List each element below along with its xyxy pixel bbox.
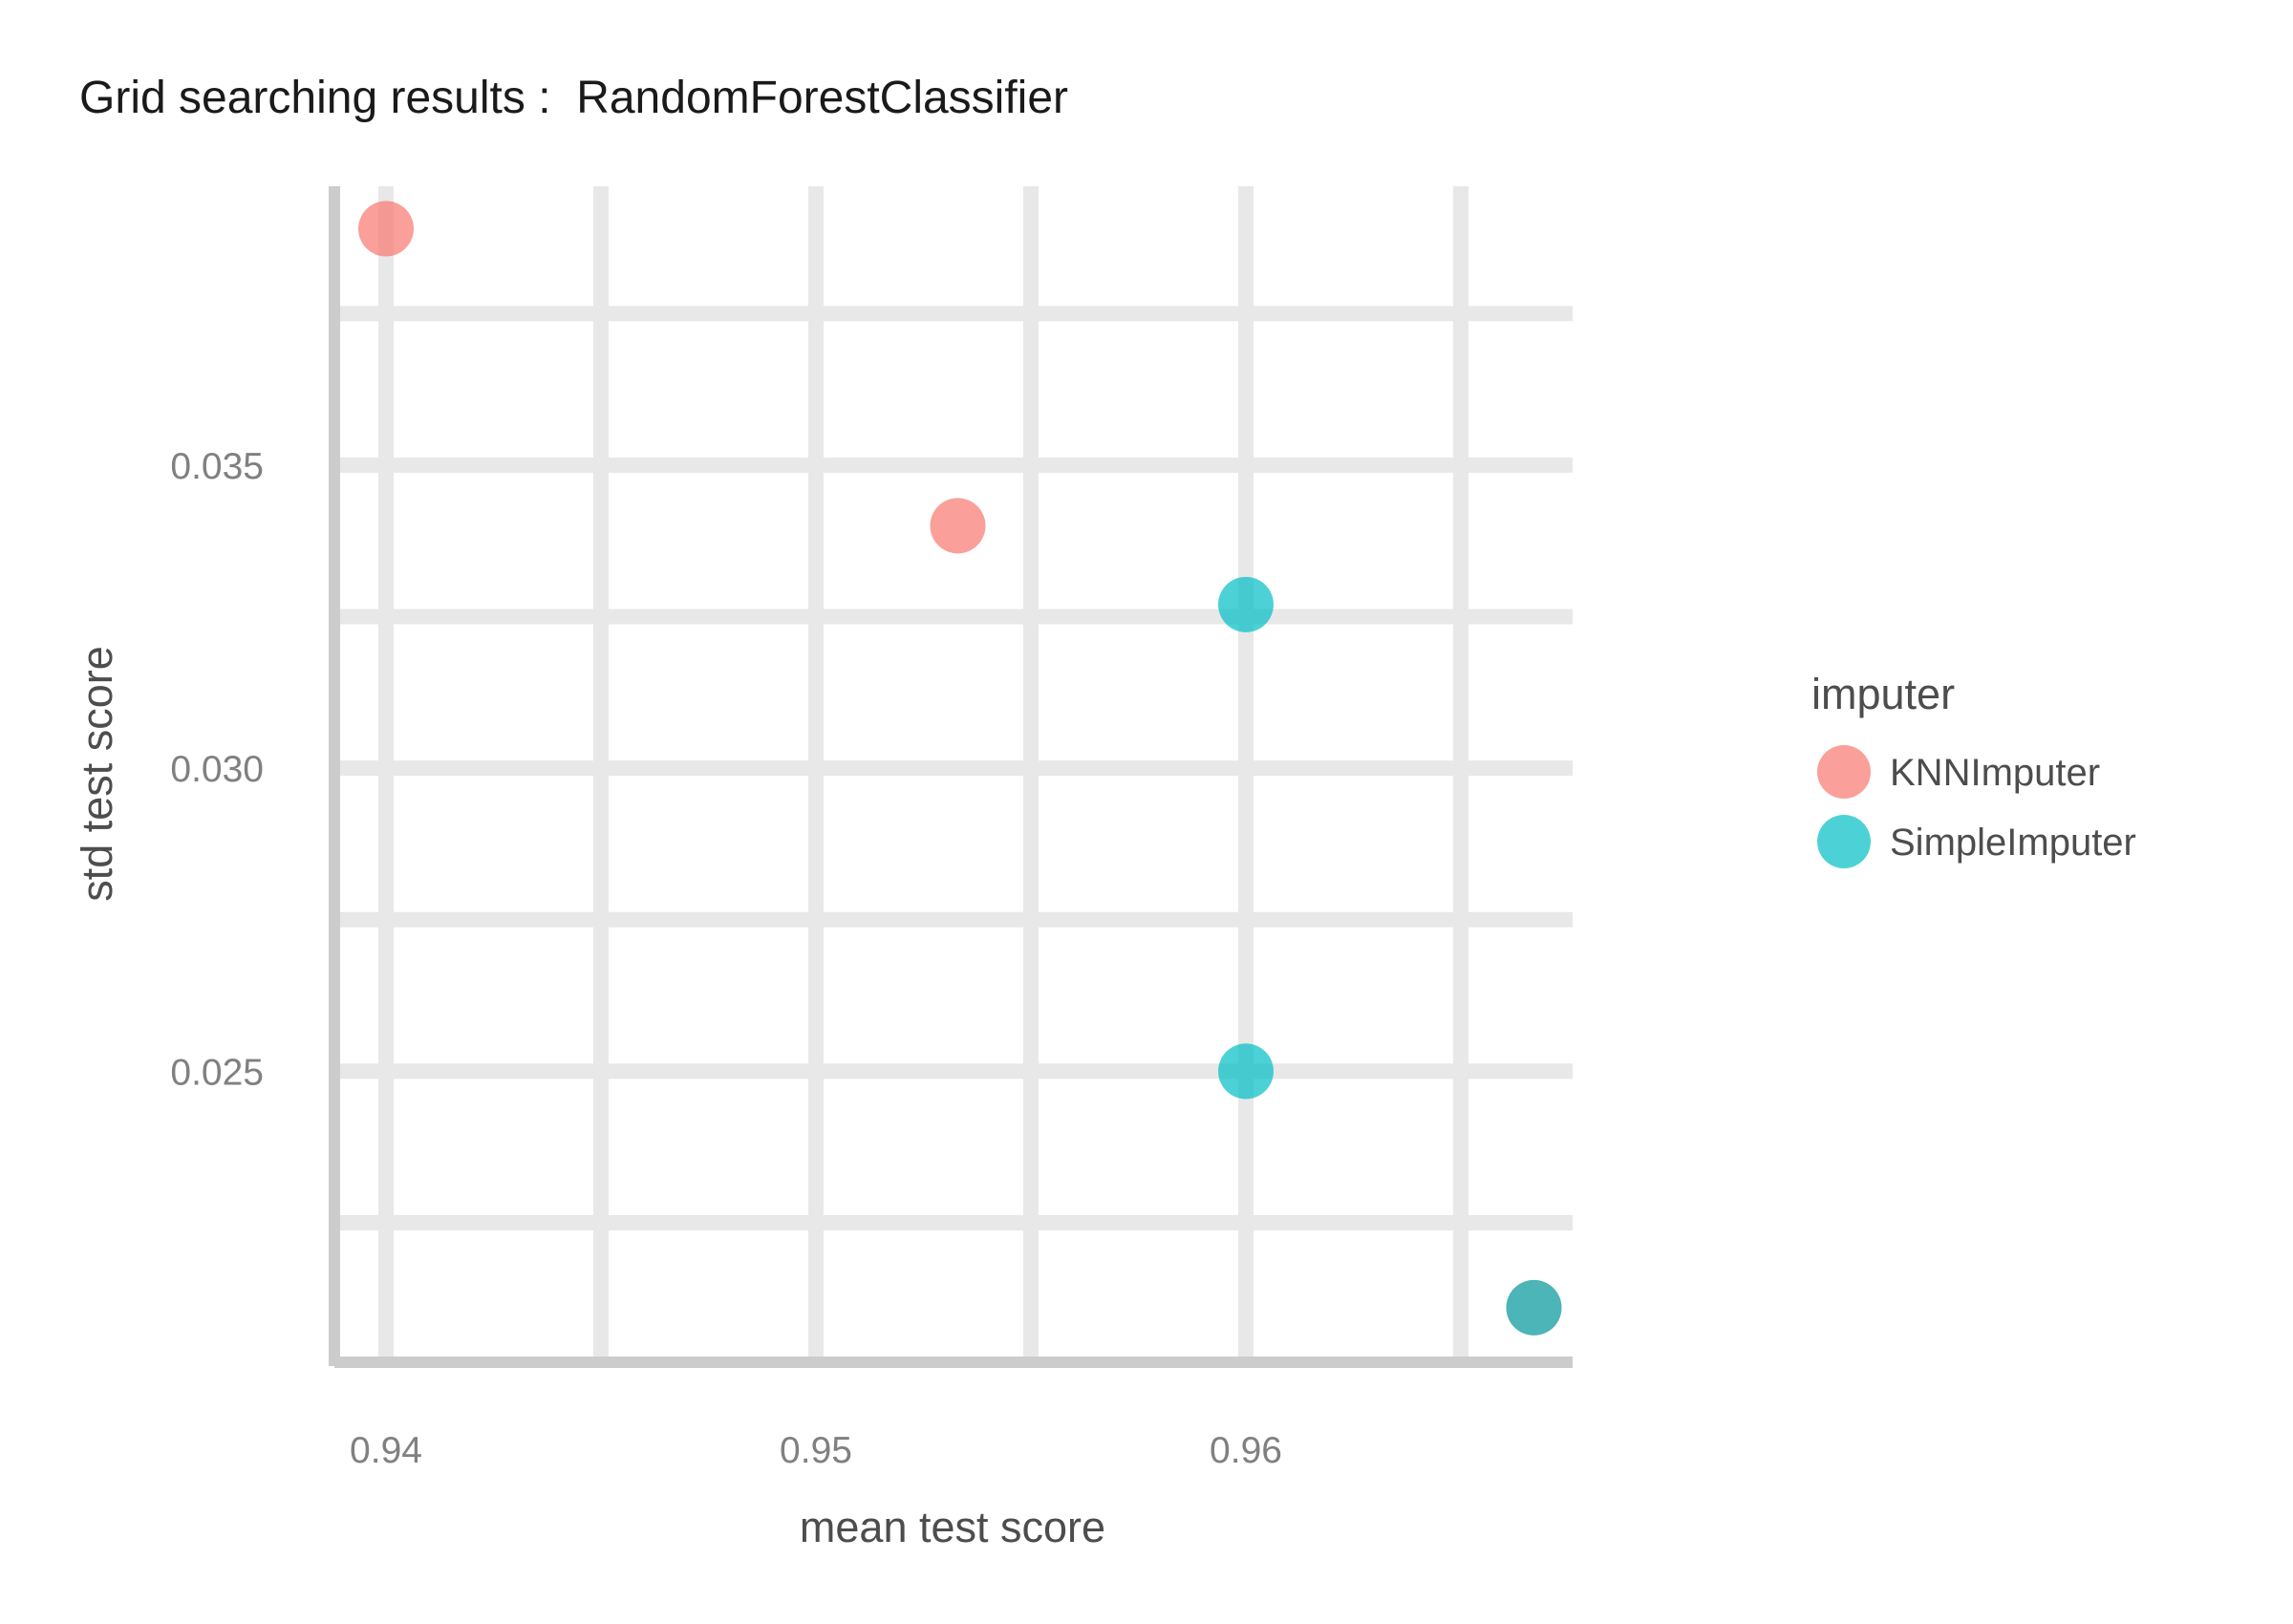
y-axis-title: std test score — [73, 646, 121, 902]
y-tick-label: 0.025 — [170, 1052, 264, 1093]
x-axis-title: mean test score — [800, 1503, 1105, 1551]
tick-labels: 0.94 0.95 0.96 0.025 0.030 0.035 — [170, 446, 1282, 1471]
data-point — [358, 201, 414, 257]
y-tick-label: 0.035 — [170, 446, 264, 487]
x-tick-label: 0.95 — [780, 1430, 852, 1471]
data-points — [358, 201, 1562, 1336]
grid-lines — [334, 186, 1573, 1362]
legend-title: imputer — [1811, 670, 1955, 718]
data-point — [1506, 1279, 1562, 1336]
y-tick-label: 0.030 — [170, 749, 264, 790]
x-tick-label: 0.94 — [350, 1430, 422, 1471]
legend-key — [1817, 745, 1871, 799]
legend-key — [1817, 815, 1871, 868]
chart-title: Grid searching results : RandomForestCla… — [79, 73, 1068, 123]
legend-label: KNNImputer — [1890, 752, 2100, 794]
data-point — [1218, 1043, 1274, 1100]
legend-label: SimpleImputer — [1890, 822, 2136, 864]
legend: imputer KNNImputer SimpleImputer — [1811, 670, 2136, 868]
data-point — [930, 498, 986, 554]
data-point — [1218, 576, 1274, 632]
axes — [329, 186, 1573, 1368]
x-tick-label: 0.96 — [1210, 1430, 1282, 1471]
